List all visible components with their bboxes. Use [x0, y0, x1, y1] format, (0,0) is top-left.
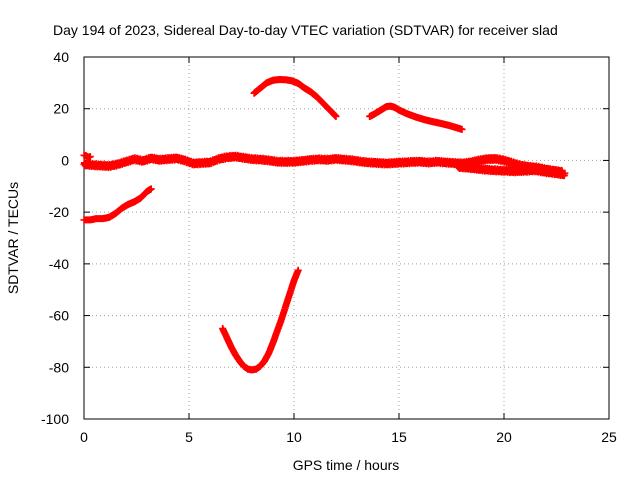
- series-segment-a: [80, 185, 155, 224]
- y-tick-label: -80: [49, 359, 69, 375]
- plot-frame: [83, 56, 610, 420]
- series-markers: [80, 151, 94, 161]
- series-markers: [250, 76, 340, 120]
- series-markers: [80, 185, 155, 224]
- series-markers: [219, 266, 302, 374]
- data-series: [80, 76, 569, 374]
- x-tick-label: 20: [496, 429, 512, 445]
- y-tick-label: 40: [53, 49, 69, 65]
- y-tick-label: -60: [49, 308, 69, 324]
- y-tick-label: 0: [61, 152, 69, 168]
- y-tick-label: -100: [41, 411, 69, 427]
- axis-ticks: 0 5 10 15 20 25 -100 -80 -60 -40 -20 0 20 40: [41, 49, 617, 445]
- y-axis-label: SDTVAR / TECUs: [5, 182, 21, 294]
- y-tick-label: 20: [53, 101, 69, 117]
- x-tick-label: 25: [601, 429, 617, 445]
- series-markers: [454, 161, 569, 180]
- series-lower-band: [454, 161, 569, 180]
- series-markers: [366, 102, 466, 133]
- x-tick-label: 0: [80, 429, 88, 445]
- x-tick-label: 5: [185, 429, 193, 445]
- series-segment-d: [366, 102, 466, 133]
- x-axis-label: GPS time / hours: [293, 457, 400, 473]
- series-segment-c: [250, 76, 340, 120]
- y-tick-label: -20: [49, 204, 69, 220]
- x-tick-label: 10: [286, 429, 302, 445]
- series-main-band: [80, 151, 567, 178]
- series-early-segment: [80, 151, 94, 161]
- grid: [84, 57, 609, 419]
- series-segment-b: [219, 266, 302, 374]
- series-markers: [80, 151, 567, 178]
- x-tick-label: 15: [391, 429, 407, 445]
- y-tick-label: -40: [49, 256, 69, 272]
- chart-title: Day 194 of 2023, Sidereal Day-to-day VTE…: [53, 22, 558, 38]
